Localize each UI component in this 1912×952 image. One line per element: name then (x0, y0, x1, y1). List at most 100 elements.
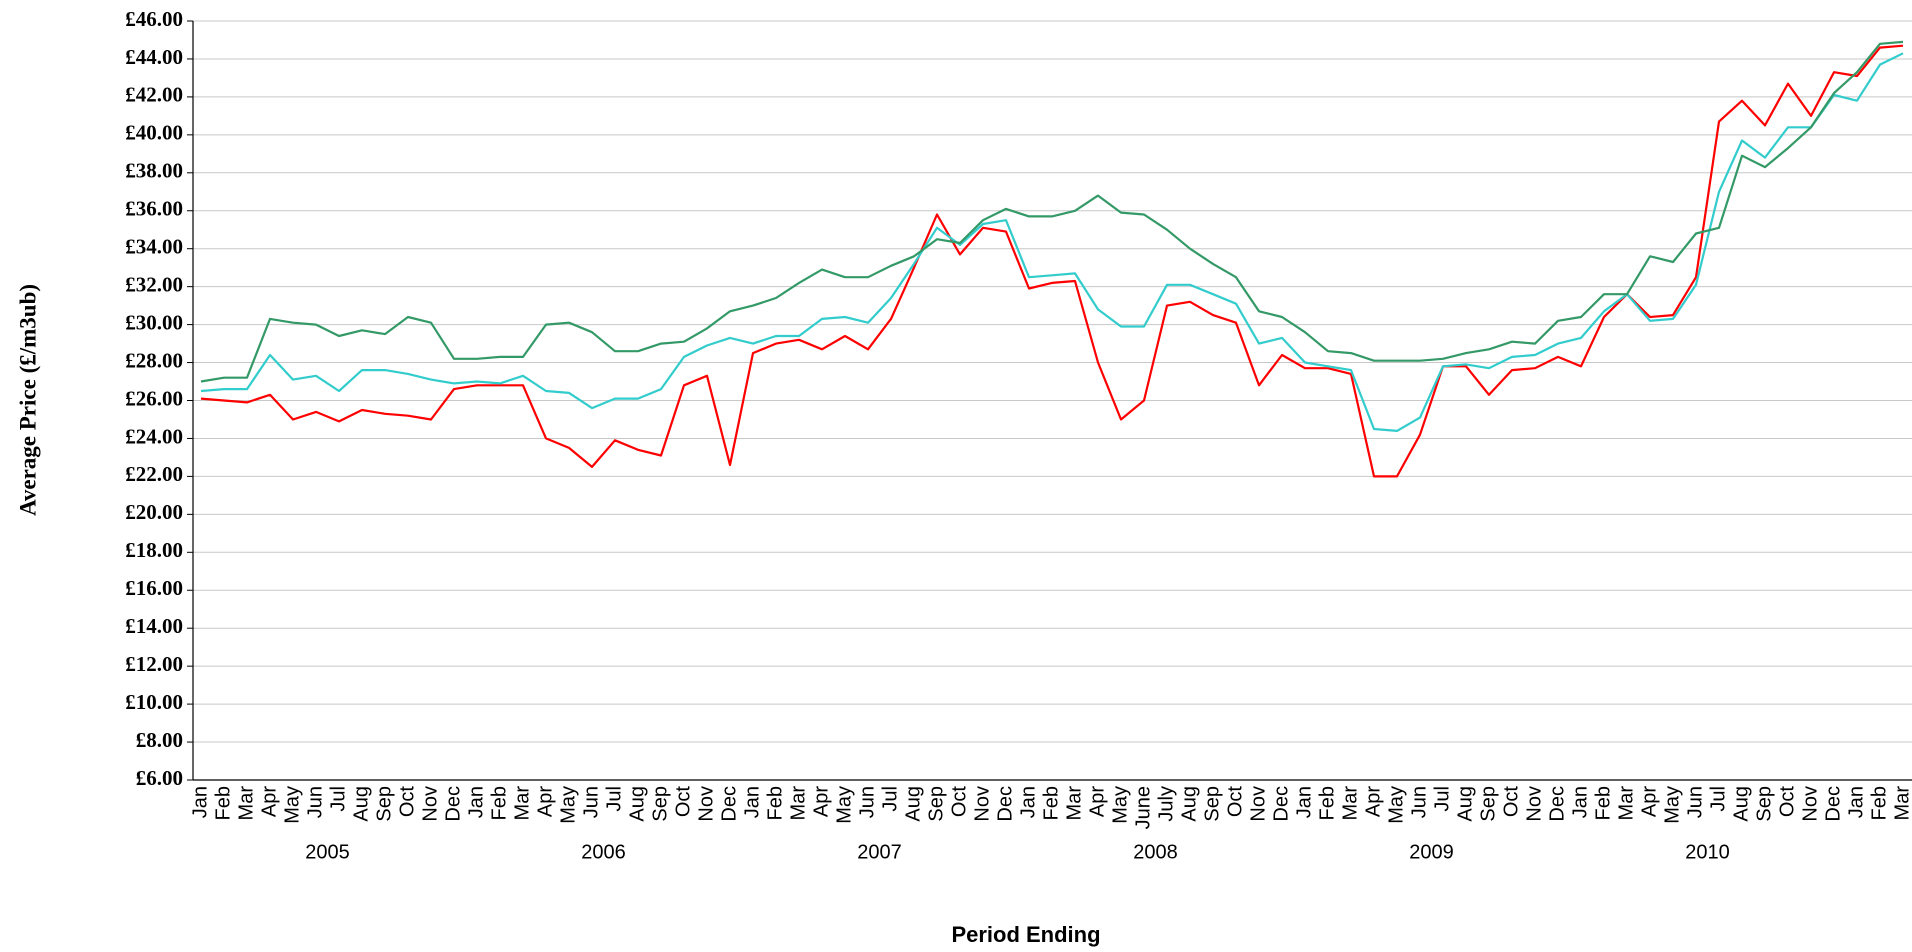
x-tick-label: May (281, 786, 303, 824)
x-tick-label: Feb (1868, 786, 1890, 820)
x-tick-label: Sep (649, 786, 671, 822)
line-series (200, 52, 1904, 432)
x-tick-label: Jun (1684, 786, 1706, 818)
x-tick-label: Oct (948, 786, 970, 818)
line-series (200, 40, 1904, 383)
x-axis-title: Period Ending (951, 922, 1100, 947)
x-tick-label: Nov (1247, 786, 1269, 822)
x-tick-label: Nov (1523, 786, 1545, 822)
x-tick-label: Jul (879, 786, 901, 812)
y-tick-label: £16.00 (125, 576, 183, 600)
x-tick-label: July (1155, 786, 1177, 822)
x-tick-label: Dec (1270, 786, 1292, 822)
x-tick-label: Feb (1040, 786, 1062, 820)
x-tick-label: Feb (212, 786, 234, 820)
y-tick-label: £26.00 (125, 386, 183, 410)
x-tick-label: May (1385, 786, 1407, 824)
x-tick-label: Mar (235, 786, 257, 821)
x-tick-label: Jun (856, 786, 878, 818)
x-tick-label: Nov (1799, 786, 1821, 822)
x-group-label: 2007 (857, 841, 902, 863)
x-tick-label: Oct (1224, 786, 1246, 818)
x-tick-label: Apr (1638, 786, 1660, 817)
y-tick-label: £20.00 (125, 500, 183, 524)
x-tick-label: Feb (1592, 786, 1614, 820)
x-group-label: 2008 (1133, 841, 1178, 863)
x-tick-label: Dec (994, 786, 1016, 822)
x-tick-label: June (1132, 786, 1154, 829)
y-tick-label: £8.00 (136, 728, 183, 752)
x-tick-label: May (1109, 786, 1131, 824)
line-series (200, 44, 1904, 478)
x-tick-label: Dec (1546, 786, 1568, 822)
x-tick-label: Apr (1086, 786, 1108, 817)
x-tick-label: May (833, 786, 855, 824)
y-tick-label: £18.00 (125, 538, 183, 562)
x-tick-label: Jan (1017, 786, 1039, 818)
x-tick-label: Sep (1201, 786, 1223, 822)
x-group-label: 2005 (305, 841, 350, 863)
x-tick-label: Oct (1500, 786, 1522, 818)
x-tick-label: Jun (304, 786, 326, 818)
y-tick-label: £38.00 (125, 159, 183, 183)
x-tick-label: Apr (258, 786, 280, 817)
x-tick-label: Aug (1730, 786, 1752, 822)
y-tick-label: £22.00 (125, 462, 183, 486)
x-tick-label: Jun (580, 786, 602, 818)
x-tick-label: Mar (787, 786, 809, 821)
x-group-label: 2009 (1409, 841, 1454, 863)
x-tick-label: Jun (1408, 786, 1430, 818)
y-tick-label: £12.00 (125, 652, 183, 676)
x-tick-label: Aug (1454, 786, 1476, 822)
x-tick-label: Jul (327, 786, 349, 812)
x-tick-label: Mar (1339, 786, 1361, 821)
x-tick-label: Feb (764, 786, 786, 820)
x-tick-label: Apr (1362, 786, 1384, 817)
x-tick-label: Mar (1615, 786, 1637, 821)
x-tick-label: Jan (465, 786, 487, 818)
y-tick-label: £30.00 (125, 310, 183, 334)
x-tick-label: Mar (1063, 786, 1085, 821)
x-tick-label: Dec (442, 786, 464, 822)
x-tick-label: Sep (1753, 786, 1775, 822)
x-tick-label: Oct (672, 786, 694, 818)
x-tick-label: May (557, 786, 579, 824)
y-tick-label: £32.00 (125, 272, 183, 296)
x-tick-label: Apr (810, 786, 832, 817)
y-tick-label: £10.00 (125, 690, 183, 714)
x-tick-label: Jan (1845, 786, 1867, 818)
y-tick-label: £46.00 (125, 7, 183, 31)
x-tick-label: Feb (1316, 786, 1338, 820)
x-tick-label: Sep (925, 786, 947, 822)
x-tick-label: Jan (189, 786, 211, 818)
x-group-label: 2010 (1685, 841, 1730, 863)
x-tick-label: Jul (1431, 786, 1453, 812)
y-tick-label: £34.00 (125, 235, 183, 259)
x-tick-label: Aug (626, 786, 648, 822)
x-tick-label: Nov (695, 786, 717, 822)
x-tick-label: Dec (1822, 786, 1844, 822)
y-tick-label: £14.00 (125, 614, 183, 638)
x-group-label: 2006 (581, 841, 626, 863)
x-tick-label: Sep (373, 786, 395, 822)
x-tick-label: Aug (1178, 786, 1200, 822)
x-tick-label: Nov (419, 786, 441, 822)
x-tick-label: Mar (511, 786, 533, 821)
x-tick-label: Aug (902, 786, 924, 822)
y-tick-label: £36.00 (125, 197, 183, 221)
x-tick-label: Oct (1776, 786, 1798, 818)
x-tick-label: Jul (1707, 786, 1729, 812)
x-tick-label: Jan (1293, 786, 1315, 818)
x-tick-label: Nov (971, 786, 993, 822)
y-tick-label: £42.00 (125, 83, 183, 107)
x-tick-label: Aug (350, 786, 372, 822)
x-tick-label: May (1661, 786, 1683, 824)
x-tick-label: Mar (1891, 786, 1912, 821)
x-tick-label: Feb (488, 786, 510, 820)
y-axis-title: Average Price (£/m3ub) (15, 284, 40, 516)
x-tick-label: Dec (718, 786, 740, 822)
y-tick-label: £40.00 (125, 121, 183, 145)
x-tick-label: Jan (1569, 786, 1591, 818)
x-tick-label: Jul (603, 786, 625, 812)
